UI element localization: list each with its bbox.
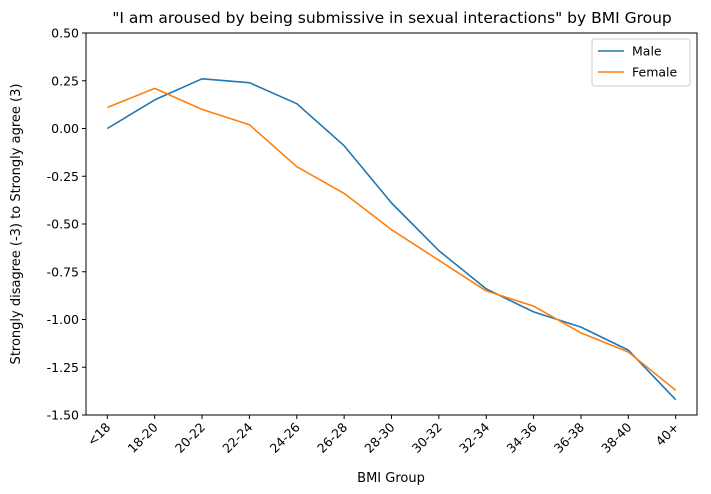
y-tick-label: -1.25 <box>47 360 79 375</box>
y-tick-label: 0.25 <box>51 73 79 88</box>
y-axis-label: Strongly disagree (-3) to Strongly agree… <box>9 84 24 365</box>
x-tick-label: 30-32 <box>409 420 445 456</box>
x-axis-label: BMI Group <box>357 471 425 486</box>
series-line-female <box>107 87 677 391</box>
y-tick-label: -0.75 <box>47 264 79 279</box>
legend-label-male: Male <box>632 44 662 59</box>
x-tick-label: 26-28 <box>314 419 350 455</box>
x-tick-label: 22-24 <box>219 419 255 455</box>
x-tick-label: 40+ <box>653 420 682 449</box>
x-tick-label: 18-20 <box>125 419 161 455</box>
series-line-male <box>106 78 677 401</box>
y-tick-label: -1.50 <box>47 408 79 423</box>
plot-area: -1.50 -1.25 -1.00 -0.75 -0.50 -0.25 0.00 0.25 0.… <box>47 26 698 456</box>
x-tick-label: 24-26 <box>267 419 303 455</box>
chart-title: "I am aroused by being submissive in sex… <box>112 9 672 27</box>
legend-label-female: Female <box>632 65 678 80</box>
x-tick-label: 36-38 <box>551 419 587 455</box>
y-tick-label: -0.50 <box>47 217 79 232</box>
y-tick-label: 0.00 <box>51 121 79 136</box>
y-tick-label: -1.00 <box>47 312 79 327</box>
x-tick-label: 32-34 <box>456 419 492 455</box>
x-tick-label: 38-40 <box>598 419 634 455</box>
x-tick-label: <18 <box>84 419 113 448</box>
x-tick-label: 34-36 <box>503 419 539 455</box>
legend: Male Female <box>591 38 691 87</box>
x-tick-label: 20-22 <box>172 420 208 456</box>
y-tick-label: 0.50 <box>51 26 79 41</box>
x-tick-label: 28-30 <box>361 419 397 455</box>
y-tick-label: -0.25 <box>47 169 79 184</box>
